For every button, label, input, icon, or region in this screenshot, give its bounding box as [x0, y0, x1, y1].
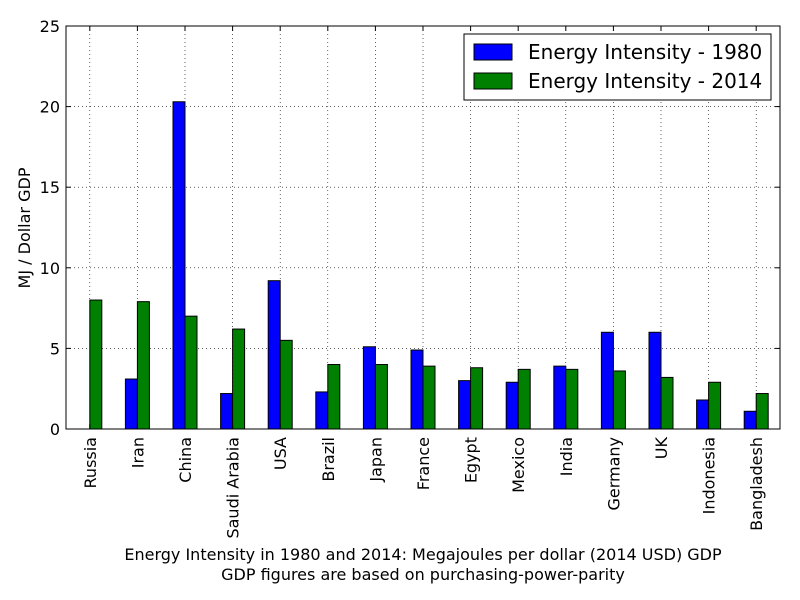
y-tick-label: 0: [50, 420, 60, 439]
bars: [89, 101, 769, 430]
bar-2014: [565, 368, 579, 430]
bar-2014: [517, 368, 531, 430]
bar-1980: [267, 280, 281, 430]
bar-1980: [553, 365, 567, 430]
bar-1980: [410, 349, 424, 430]
bar-1980: [648, 331, 662, 430]
y-tick-label: 20: [40, 98, 60, 117]
y-axis-label: MJ / Dollar GDP: [15, 167, 34, 288]
bar-1980: [315, 391, 329, 430]
bar-1980: [600, 331, 614, 430]
legend-swatch-2014: [473, 72, 513, 90]
bar-1980: [743, 410, 757, 430]
bar-1980: [362, 346, 376, 430]
x-tick-label: Brazil: [319, 437, 338, 482]
x-ticks: Russia Iran China Saudi Arabia USA Brazil Japa…: [81, 26, 766, 539]
legend-swatch-1980: [473, 43, 513, 61]
bar-2014: [232, 328, 246, 430]
legend: Energy Intensity - 1980 Energy Intensity…: [463, 33, 772, 101]
bar-2014: [327, 364, 341, 430]
x-tick-label: Indonesia: [700, 437, 719, 514]
x-tick-label: USA: [271, 437, 290, 470]
bar-2014: [708, 381, 722, 430]
y-ticks: 0 5 10 15 20 25: [40, 17, 780, 439]
x-tick-label: Bangladesh: [747, 437, 766, 531]
bar-2014: [279, 339, 293, 430]
bar-2014: [660, 376, 674, 430]
bar-1980: [458, 380, 472, 430]
bar-1980: [124, 378, 138, 430]
bar-1980: [696, 399, 710, 430]
x-tick-label: France: [414, 437, 433, 490]
bar-2014: [422, 365, 436, 430]
bar-1980: [172, 101, 186, 430]
bar-2014: [89, 299, 103, 430]
x-tick-label: Mexico: [509, 437, 528, 493]
y-tick-label: 10: [40, 259, 60, 278]
x-tick-label: Japan: [366, 437, 385, 483]
legend-box: [463, 33, 772, 101]
y-tick-label: 5: [50, 339, 60, 358]
chart-caption-line-1: Energy Intensity in 1980 and 2014: Megaj…: [124, 545, 722, 564]
bar-2014: [755, 393, 769, 430]
chart-caption-line-2: GDP figures are based on purchasing-powe…: [221, 565, 625, 584]
x-tick-label: China: [176, 437, 195, 483]
bar-2014: [374, 364, 388, 430]
x-tick-label: UK: [652, 436, 671, 459]
y-tick-label: 15: [40, 178, 60, 197]
x-tick-label: Germany: [604, 437, 623, 511]
bar-1980: [505, 381, 519, 430]
bar-2014: [470, 367, 484, 430]
legend-label-1980: Energy Intensity - 1980: [528, 40, 762, 64]
bar-2014: [612, 370, 626, 430]
bar-1980: [220, 393, 234, 430]
bar-2014: [184, 315, 198, 430]
x-tick-label: Russia: [81, 437, 100, 488]
y-tick-label: 25: [40, 17, 60, 36]
x-tick-label: Saudi Arabia: [224, 437, 243, 539]
bar-2014: [136, 301, 150, 430]
x-tick-label: India: [557, 437, 576, 476]
x-tick-label: Egypt: [462, 437, 481, 483]
legend-label-2014: Energy Intensity - 2014: [528, 69, 762, 93]
x-tick-label: Iran: [128, 437, 147, 468]
